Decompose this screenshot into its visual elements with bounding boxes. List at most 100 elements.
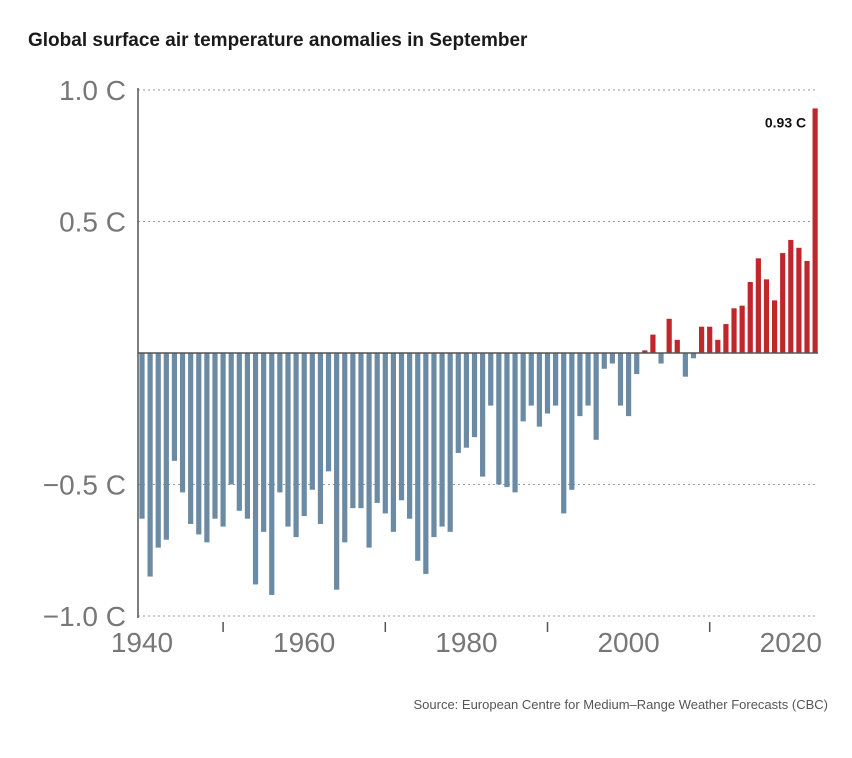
bar-2010 xyxy=(707,326,713,353)
bar-2002 xyxy=(642,350,648,353)
x-tick-label: 2000 xyxy=(597,627,659,658)
bar-1955 xyxy=(261,353,267,532)
bar-1959 xyxy=(293,353,299,538)
x-tick-label: 2020 xyxy=(760,627,822,658)
x-tick-label: 1960 xyxy=(273,627,335,658)
bar-1964 xyxy=(334,353,340,590)
y-tick-label: 1.0 C xyxy=(59,75,126,106)
bar-1978 xyxy=(447,353,453,532)
bar-2016 xyxy=(755,258,761,353)
bar-1958 xyxy=(285,353,291,527)
bar-2013 xyxy=(731,308,737,353)
bar-2014 xyxy=(739,305,745,353)
bar-1949 xyxy=(212,353,218,519)
bar-1996 xyxy=(593,353,599,440)
bar-1948 xyxy=(204,353,210,543)
bar-1969 xyxy=(374,353,380,503)
bar-1985 xyxy=(504,353,510,488)
y-tick-label: −0.5 C xyxy=(43,470,126,501)
bar-2021 xyxy=(796,247,802,353)
bar-1970 xyxy=(382,353,388,514)
bar-1982 xyxy=(480,353,486,477)
bar-1988 xyxy=(528,353,534,406)
bar-1994 xyxy=(577,353,583,417)
bar-1999 xyxy=(617,353,624,406)
bar-1987 xyxy=(520,353,526,422)
bar-1992 xyxy=(561,353,567,514)
bar-2019 xyxy=(780,253,786,353)
bar-2003 xyxy=(650,334,656,353)
bar-2008 xyxy=(690,353,697,359)
bar-1963 xyxy=(325,353,332,472)
bar-2009 xyxy=(698,326,705,353)
bar-1972 xyxy=(398,353,405,501)
bar-1975 xyxy=(423,353,429,574)
bar-1942 xyxy=(155,353,161,548)
bar-2015 xyxy=(747,281,753,353)
bar-1995 xyxy=(585,353,591,406)
bar-1961 xyxy=(309,353,315,490)
bar-1946 xyxy=(188,353,194,524)
bar-2006 xyxy=(674,339,680,353)
bar-2018 xyxy=(771,300,778,353)
bar-1984 xyxy=(496,353,502,485)
bar-2012 xyxy=(723,324,729,353)
x-tick-label: 1980 xyxy=(435,627,497,658)
bar-1998 xyxy=(609,353,615,364)
bar-2005 xyxy=(666,318,672,353)
bar-1962 xyxy=(317,353,324,524)
bar-1940 xyxy=(139,353,145,519)
bar-1944 xyxy=(171,353,178,461)
bar-1953 xyxy=(244,353,251,519)
bar-2011 xyxy=(715,339,721,353)
bar-2020 xyxy=(788,239,794,353)
bar-1956 xyxy=(269,353,275,595)
axes xyxy=(137,88,818,632)
bar-1973 xyxy=(407,353,413,519)
annotations: 0.93 C xyxy=(765,114,806,130)
y-tick-label: 0.5 C xyxy=(59,207,126,238)
bar-1943 xyxy=(163,353,169,540)
x-tick-label: 1940 xyxy=(111,627,173,658)
y-tick-label: −1.0 C xyxy=(43,601,126,632)
bar-2007 xyxy=(682,353,688,377)
chart-title: Global surface air temperature anomalies… xyxy=(28,30,528,51)
bar-1968 xyxy=(366,353,372,548)
bar-1986 xyxy=(512,353,518,493)
bar-1960 xyxy=(301,353,307,517)
bar-1951 xyxy=(228,353,234,485)
source-note: Source: European Centre for Medium–Range… xyxy=(413,697,828,712)
bar-1977 xyxy=(439,353,445,527)
bar-1965 xyxy=(342,353,348,543)
gridlines xyxy=(138,89,818,617)
bar-1947 xyxy=(196,353,202,535)
bar-2022 xyxy=(804,260,810,353)
bar-2000 xyxy=(626,353,632,417)
max-value-annotation: 0.93 C xyxy=(765,114,806,130)
bar-1941 xyxy=(147,353,153,577)
bar-1954 xyxy=(252,353,259,585)
bar-1989 xyxy=(536,353,542,427)
bar-1952 xyxy=(236,353,242,511)
bar-1981 xyxy=(471,353,478,438)
bar-1976 xyxy=(431,353,437,538)
bar-1979 xyxy=(455,353,461,453)
bar-1967 xyxy=(358,353,364,509)
bar-1997 xyxy=(601,353,607,369)
bars xyxy=(139,108,818,595)
bar-2004 xyxy=(658,353,664,364)
bar-1950 xyxy=(220,353,226,527)
bar-1945 xyxy=(179,353,186,493)
bar-1957 xyxy=(277,353,283,493)
bar-1993 xyxy=(569,353,575,490)
bar-2001 xyxy=(634,353,640,375)
bar-1966 xyxy=(350,353,356,509)
bar-1980 xyxy=(463,353,469,448)
bar-1974 xyxy=(415,353,421,561)
bar-2017 xyxy=(763,279,770,353)
bar-2023 xyxy=(812,108,818,353)
bar-1971 xyxy=(390,353,397,532)
bar-1990 xyxy=(544,353,551,414)
